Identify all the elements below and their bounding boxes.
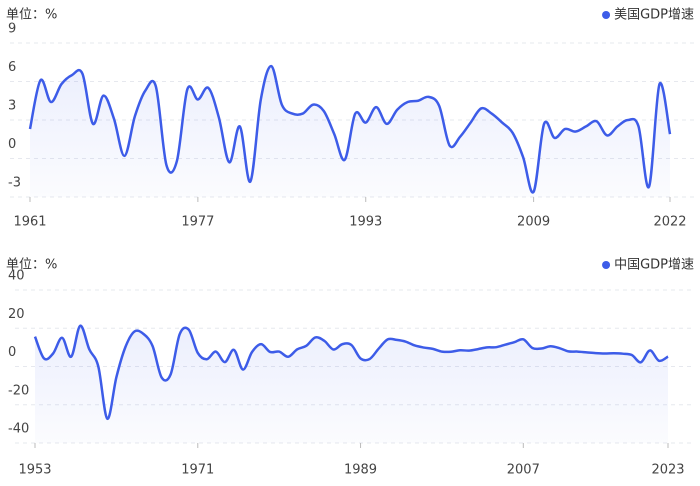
- y-tick-label: 0: [8, 345, 16, 360]
- area: [35, 325, 668, 443]
- y-tick-label: 0: [8, 137, 16, 152]
- line: [33, 324, 669, 420]
- y-axis-label: 单位：%: [6, 258, 57, 273]
- y-axis-label: 单位：%: [6, 8, 57, 23]
- x-tick-label: 2009: [517, 215, 550, 230]
- y-tick-label: 40: [8, 269, 25, 284]
- legend-marker: [602, 261, 611, 269]
- legend-label: 美国GDP增速: [614, 8, 694, 23]
- y-tick-label: -40: [8, 422, 29, 437]
- y-tick-label: 20: [8, 307, 25, 322]
- x-tick-label: 1953: [18, 463, 51, 478]
- x-tick-label: 2022: [653, 215, 686, 230]
- legend-marker: [602, 11, 611, 19]
- area: [30, 66, 670, 197]
- line: [28, 64, 672, 194]
- y-tick-label: 6: [8, 60, 16, 75]
- y-tick-label: -20: [8, 383, 29, 398]
- x-tick-label: 1961: [13, 215, 46, 230]
- x-tick-label: 1993: [349, 215, 382, 230]
- y-tick-label: -3: [8, 176, 21, 191]
- x-tick-label: 1989: [344, 463, 377, 478]
- y-tick-label: 9: [8, 22, 16, 37]
- legend-label: 中国GDP增速: [614, 258, 694, 273]
- x-tick-label: 1977: [181, 215, 214, 230]
- x-tick-label: 2023: [651, 463, 684, 478]
- x-tick-label: 1971: [181, 463, 214, 478]
- y-tick-label: 3: [8, 99, 16, 114]
- x-tick-label: 2007: [507, 463, 540, 478]
